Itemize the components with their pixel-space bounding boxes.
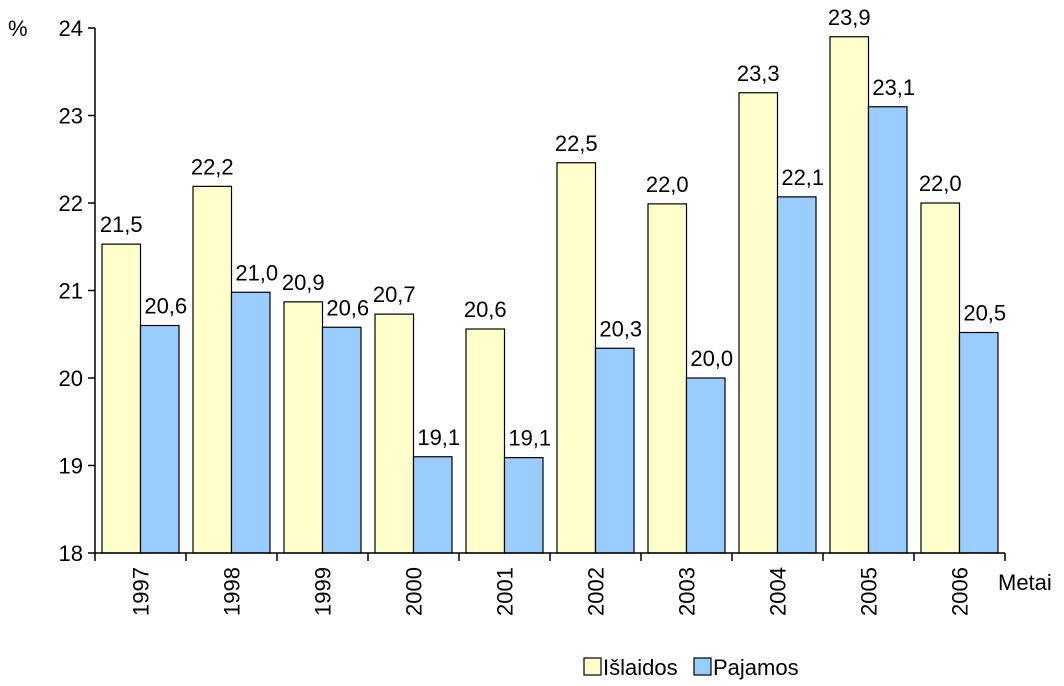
x-tick-label: 1998 — [220, 567, 245, 616]
data-label-pajamos: 20,5 — [963, 301, 1006, 326]
bar-pajamos — [594, 347, 635, 554]
data-label-islaidos: 21,5 — [100, 212, 143, 237]
bar-islaidos — [192, 185, 233, 554]
data-label-pajamos: 21,0 — [235, 260, 278, 285]
data-label-islaidos: 23,3 — [737, 61, 780, 86]
data-label-islaidos: 23,9 — [828, 5, 871, 30]
data-label-pajamos: 22,1 — [781, 165, 824, 190]
data-label-islaidos: 22,2 — [191, 154, 234, 179]
bar-islaidos — [829, 36, 870, 554]
data-label-islaidos: 20,6 — [464, 297, 507, 322]
y-ticks-layer: 18 19 20 21 22 23 24 — [59, 16, 95, 566]
y-tick-label: 21 — [59, 279, 83, 304]
data-label-pajamos: 23,1 — [872, 75, 915, 100]
y-tick-label: 20 — [59, 366, 83, 391]
x-tick-label: 2003 — [675, 567, 700, 616]
x-tick-label: 2000 — [402, 567, 427, 616]
legend: Išlaidos Pajamos — [583, 655, 799, 680]
x-tick-label: 2004 — [766, 567, 791, 616]
data-label-pajamos: 19,1 — [417, 425, 460, 450]
bar-islaidos — [283, 301, 324, 554]
bar-pajamos — [867, 106, 908, 554]
bar-islaidos — [647, 203, 688, 554]
bar-pajamos — [139, 324, 180, 554]
bar-pajamos — [776, 196, 817, 554]
bar-islaidos — [465, 328, 506, 554]
bar-pajamos — [958, 331, 999, 554]
bar-islaidos — [738, 92, 779, 554]
y-unit-label: % — [8, 16, 28, 41]
legend-label-pajamos: Pajamos — [713, 655, 799, 680]
y-tick-label: 24 — [59, 16, 83, 41]
legend-swatch-pajamos — [693, 657, 712, 676]
y-tick-label: 19 — [59, 454, 83, 479]
data-label-islaidos: 20,7 — [373, 282, 416, 307]
legend-label-islaidos: Išlaidos — [603, 655, 678, 680]
x-tick-label: 2005 — [857, 567, 882, 616]
data-label-pajamos: 20,0 — [690, 346, 733, 371]
data-label-islaidos: 22,0 — [919, 171, 962, 196]
bar-islaidos — [374, 313, 415, 554]
bar-islaidos — [920, 202, 961, 554]
legend-swatch-islaidos — [583, 657, 602, 676]
data-label-pajamos: 20,6 — [326, 295, 369, 320]
data-label-pajamos: 20,6 — [144, 294, 187, 319]
bar-pajamos — [230, 291, 271, 554]
data-label-pajamos: 20,3 — [599, 316, 642, 341]
bar-islaidos — [101, 243, 142, 554]
y-tick-label: 22 — [59, 191, 83, 216]
data-label-islaidos: 22,0 — [646, 172, 689, 197]
bar-pajamos — [503, 457, 544, 554]
x-tick-label: 2002 — [584, 567, 609, 616]
x-tick-label: 2006 — [948, 567, 973, 616]
x-axis-title: Metai — [998, 570, 1052, 595]
x-tick-label: 2001 — [493, 567, 518, 616]
bar-pajamos — [685, 377, 726, 554]
bar-pajamos — [412, 456, 453, 554]
y-tick-label: 23 — [59, 104, 83, 129]
bar-islaidos — [556, 162, 597, 554]
bars-layer — [101, 36, 999, 554]
x-tick-label: 1999 — [311, 567, 336, 616]
data-label-islaidos: 22,5 — [555, 131, 598, 156]
bar-pajamos — [321, 326, 362, 554]
data-label-islaidos: 20,9 — [282, 270, 325, 295]
x-tick-label: 1997 — [129, 567, 154, 616]
data-labels-layer: 21,522,220,9 20,720,622,522,023,323,922,0… — [100, 5, 1006, 451]
x-ticks-layer: 1997 1998 1999 2000 2001 2002 2003 2004 2005 2006 — [94, 553, 1006, 616]
y-tick-label: 18 — [59, 541, 83, 566]
data-label-pajamos: 19,1 — [508, 426, 551, 451]
